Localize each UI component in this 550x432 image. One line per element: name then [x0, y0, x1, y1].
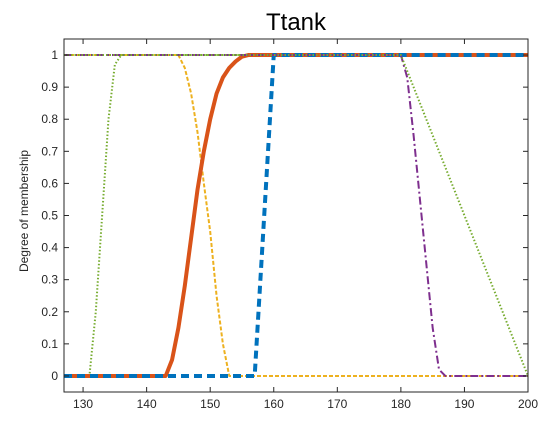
y-axis-label: Degree of membership [17, 150, 31, 272]
x-tick-label: 170 [327, 397, 347, 411]
y-tick-label: 0.7 [41, 144, 58, 158]
series-layer [64, 53, 529, 378]
series-line-1 [64, 54, 528, 377]
x-tick-label: 200 [518, 397, 538, 411]
series-line-3 [64, 53, 528, 378]
series-line-2 [64, 54, 528, 377]
y-tick-label: 0.6 [41, 176, 58, 190]
x-tick-label: 160 [264, 397, 284, 411]
x-tick-label: 140 [137, 397, 157, 411]
y-tick-label: 0.2 [41, 305, 58, 319]
y-tick-label: 0 [51, 369, 58, 383]
y-tick-label: 0.4 [41, 241, 58, 255]
chart-title: Ttank [266, 9, 327, 36]
plot-background [64, 39, 528, 392]
axes-layer: 130 140 150 160 170 180 190 200 0 0.1 0.2 0.3 0.4 0.5… [41, 38, 538, 411]
y-tick-label: 0.5 [41, 209, 58, 223]
x-tick-label: 130 [73, 397, 93, 411]
x-tick-label: 180 [391, 397, 411, 411]
y-tick-label: 1 [51, 48, 58, 62]
y-tick-label: 0.9 [41, 80, 58, 94]
series-line-6 [64, 54, 529, 377]
y-tick-label: 0.1 [41, 337, 58, 351]
series-line-5 [64, 54, 528, 377]
y-tick-label: 0.8 [41, 112, 58, 126]
x-tick-label: 150 [200, 397, 220, 411]
plot-area [64, 39, 528, 392]
x-tick-label: 190 [454, 397, 474, 411]
y-tick-label: 0.3 [41, 273, 58, 287]
